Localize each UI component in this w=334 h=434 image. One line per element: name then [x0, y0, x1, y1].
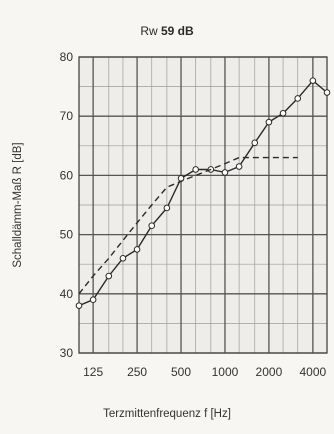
data-point	[235, 163, 243, 170]
plot-frame	[78, 56, 328, 354]
data-point	[105, 272, 113, 280]
x-tick-label: 1000	[212, 365, 239, 379]
x-tick-label: 250	[127, 365, 147, 379]
data-point	[163, 204, 171, 212]
data-point	[133, 246, 141, 253]
data-point	[265, 118, 273, 126]
data-point	[192, 166, 199, 173]
y-axis-label: Schalldämm-Maß R [dB]	[12, 142, 24, 268]
data-point	[279, 109, 287, 117]
y-tick-label: 70	[60, 109, 74, 123]
data-point	[309, 77, 317, 84]
data-point	[148, 222, 156, 230]
x-axis-label: Terzmittenfrequenz f [Hz]	[103, 408, 231, 420]
y-tick-label: 80	[60, 50, 74, 64]
data-point	[221, 169, 229, 176]
data-point	[294, 95, 302, 102]
y-tick-label: 50	[60, 228, 74, 242]
data-point	[323, 89, 331, 96]
x-tick-label: 125	[83, 365, 103, 379]
y-tick-label: 60	[60, 168, 74, 182]
x-tick-label: 4000	[300, 365, 327, 379]
reference-curve-line	[78, 156, 298, 295]
x-tick-label: 2000	[256, 365, 283, 379]
data-point	[251, 139, 259, 147]
measured-curve-line	[78, 79, 328, 307]
title-prefix: Rw	[140, 24, 158, 38]
y-tick-label: 30	[60, 346, 74, 360]
title-value: 59 dB	[161, 24, 194, 38]
chart-title: Rw 59 dB	[0, 24, 334, 38]
data-point	[75, 302, 83, 309]
data-point	[89, 296, 97, 304]
data-point	[119, 254, 127, 262]
x-tick-label: 500	[171, 365, 191, 379]
y-tick-label: 40	[60, 287, 74, 301]
